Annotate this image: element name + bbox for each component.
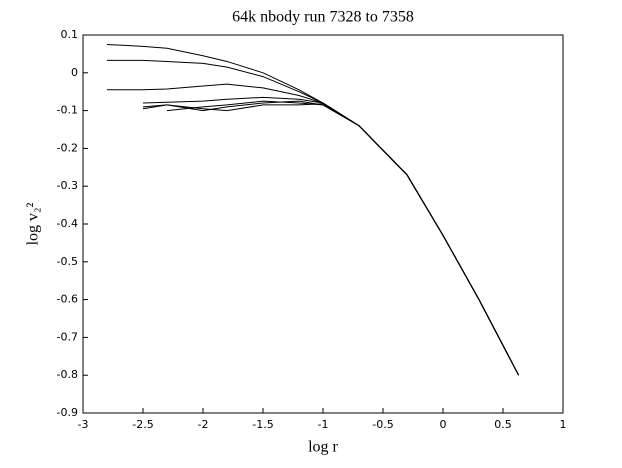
x-tick-label: 1 <box>560 418 567 431</box>
plot-frame <box>82 34 564 414</box>
y-tick-label: -0.6 <box>57 293 78 306</box>
x-tick-label: 0 <box>440 418 447 431</box>
y-tick-label: 0 <box>71 66 78 79</box>
y-tick-label: 0.1 <box>61 28 79 41</box>
y-tick-label: -0.8 <box>57 368 78 381</box>
data-line <box>107 83 520 376</box>
x-tick-label: -1 <box>318 418 329 431</box>
y-tick-label: -0.2 <box>57 141 78 154</box>
y-tick-label: -0.3 <box>57 179 78 192</box>
data-line <box>107 59 520 376</box>
y-tick-label: -0.7 <box>57 330 78 343</box>
y-tick-label: -0.1 <box>57 104 78 117</box>
x-tick-label: 0.5 <box>494 418 512 431</box>
data-line <box>106 43 520 376</box>
x-tick-label: -2 <box>198 418 209 431</box>
x-tick-label: -2.5 <box>132 418 153 431</box>
y-tick-label: -0.5 <box>57 255 78 268</box>
chart-title: 64k nbody run 7328 to 7358 <box>232 9 414 26</box>
x-tick-label: -1.5 <box>252 418 273 431</box>
y-axis-label: log v₂² <box>25 202 42 245</box>
data-line <box>142 96 520 376</box>
y-tick-label: -0.4 <box>57 217 78 230</box>
data-line <box>142 103 520 376</box>
data-line <box>166 100 520 376</box>
x-tick-label: -3 <box>78 418 89 431</box>
x-tick-label: -0.5 <box>372 418 393 431</box>
data-line <box>142 100 520 376</box>
y-tick-label: -0.9 <box>57 406 78 419</box>
x-axis-label: log r <box>308 439 338 456</box>
